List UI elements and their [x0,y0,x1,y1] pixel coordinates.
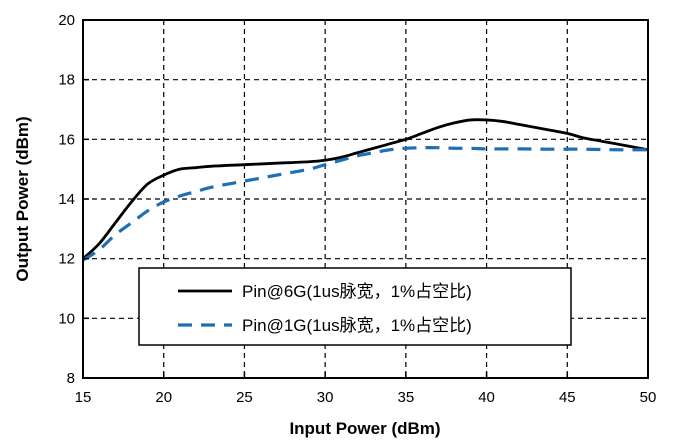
y-tick-labels: 8 10 12 14 16 18 20 [58,12,75,387]
y-tick-label: 8 [67,370,75,387]
legend: Pin@6G(1us脉宽，1%占空比) Pin@1G(1us脉宽，1%占空比) [138,267,572,346]
series-line-1 [82,118,649,260]
legend-box [138,267,572,346]
x-tick-label: 20 [155,389,172,406]
x-tick-label: 30 [317,389,334,406]
x-tick-label: 35 [398,389,415,406]
x-tick-label: 15 [75,389,92,406]
x-axis-title: Input Power (dBm) [289,419,440,438]
y-tick-label: 12 [58,251,75,268]
x-tick-label: 45 [559,389,576,406]
y-axis-title: Output Power (dBm) [13,116,32,281]
y-tick-label: 20 [58,12,75,29]
y-tick-label: 16 [58,131,75,148]
y-tick-label: 10 [58,310,75,327]
legend-label-series-2: Pin@1G(1us脉宽，1%占空比) [242,316,472,335]
series-group [82,118,649,262]
x-tick-labels: 15 20 25 30 35 40 45 50 [75,389,657,406]
legend-label-series-1: Pin@6G(1us脉宽，1%占空比) [242,282,472,301]
ticks [82,19,649,379]
series-line-2 [82,146,649,262]
x-tick-label: 50 [640,389,657,406]
y-tick-label: 18 [58,72,75,89]
x-tick-label: 40 [478,389,495,406]
y-tick-label: 14 [58,191,75,208]
x-tick-label: 25 [236,389,253,406]
